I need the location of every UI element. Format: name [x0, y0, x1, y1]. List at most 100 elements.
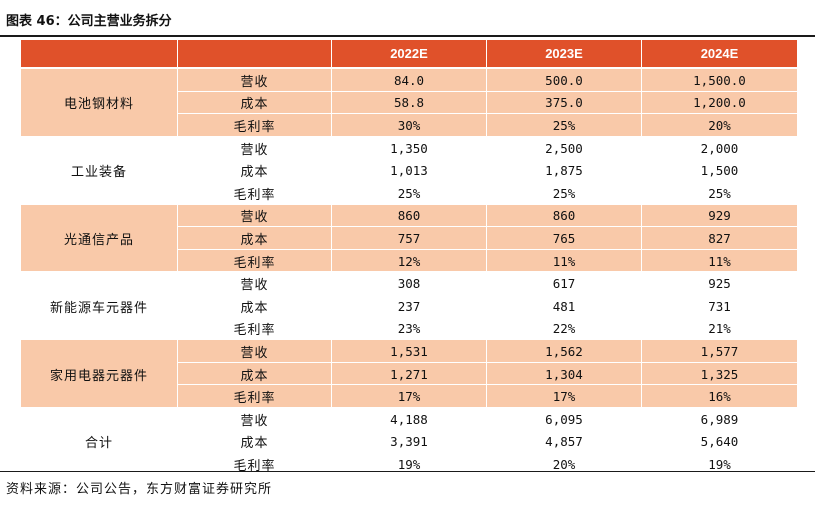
row-shade	[332, 385, 486, 407]
row-shade	[487, 204, 641, 227]
value-cell: 6,095	[545, 411, 583, 427]
row-label: 营收	[240, 74, 269, 90]
value-cell: 1,531	[390, 343, 428, 359]
row-shade	[332, 114, 486, 136]
value-cell: 6,989	[700, 411, 739, 427]
value-cell: 1,350	[390, 140, 428, 156]
group-shade	[21, 340, 177, 407]
value-cell: 4,188	[390, 411, 428, 427]
value-cell: 20%	[552, 456, 576, 472]
value-cell: 25%	[708, 185, 731, 201]
group-name: 工业装备	[70, 165, 127, 181]
value-cell: 757	[397, 230, 421, 246]
value-cell: 1,304	[545, 366, 583, 382]
row-shade	[642, 362, 797, 385]
row-shade	[178, 249, 331, 272]
value-cell: 2,500	[545, 140, 583, 156]
group-shade	[21, 204, 177, 272]
value-cell: 500.0	[545, 72, 583, 88]
value-cell: 1,325	[700, 366, 739, 382]
row-shade	[642, 340, 797, 362]
value-cell: 16%	[708, 389, 731, 405]
group-name: 合计	[84, 436, 113, 452]
row-label: 毛利率	[233, 391, 276, 407]
row-label: 成本	[240, 300, 269, 316]
row-shade	[487, 114, 641, 136]
value-cell: 23%	[397, 321, 421, 337]
value-cell: 925	[708, 276, 731, 292]
row-label: 成本	[240, 232, 269, 248]
value-cell: 617	[552, 276, 576, 292]
row-shade	[332, 204, 486, 227]
row-label: 成本	[240, 368, 269, 384]
row-shade	[178, 69, 331, 91]
row-label: 成本	[240, 165, 269, 181]
value-cell: 25%	[552, 117, 576, 133]
row-shade	[178, 91, 331, 114]
value-cell: 3,391	[390, 434, 428, 450]
row-shade	[487, 249, 641, 272]
value-cell: 1,013	[390, 163, 428, 179]
row-shade	[178, 204, 331, 227]
header-cell-2: 2024E	[642, 40, 797, 67]
row-shade	[332, 362, 486, 385]
header-cell-0: 2022E	[332, 40, 486, 67]
value-cell: 12%	[397, 253, 421, 269]
value-cell: 1,562	[545, 343, 583, 359]
row-shade	[332, 91, 486, 114]
row-shade	[332, 340, 486, 362]
value-cell: 860	[397, 208, 421, 224]
group-name: 光通信产品	[63, 232, 134, 248]
row-shade	[332, 69, 486, 91]
row-shade	[642, 204, 797, 227]
value-cell: 5,640	[700, 434, 739, 450]
row-shade	[487, 340, 641, 362]
value-cell: 1,500.0	[693, 72, 746, 88]
row-shade	[642, 249, 797, 272]
row-shade	[487, 385, 641, 407]
value-cell: 481	[552, 298, 576, 314]
value-cell: 25%	[397, 185, 421, 201]
value-cell: 860	[552, 208, 576, 224]
row-shade	[487, 69, 641, 91]
row-shade	[178, 385, 331, 407]
row-shade	[332, 227, 486, 249]
row-shade	[487, 227, 641, 249]
value-cell: 20%	[708, 117, 731, 133]
header-cell-blank	[178, 40, 331, 67]
value-cell: 58.8	[393, 95, 425, 111]
value-cell: 765	[552, 230, 576, 246]
value-cell: 1,577	[700, 343, 739, 359]
row-shade	[487, 362, 641, 385]
group-name: 新能源车元器件	[49, 300, 148, 316]
source-note: 资料来源：公司公告，东方财富证券研究所	[6, 482, 273, 497]
row-shade	[178, 362, 331, 385]
value-cell: 21%	[708, 321, 731, 337]
value-cell: 1,200.0	[693, 95, 746, 111]
value-cell: 827	[708, 230, 731, 246]
value-cell: 237	[397, 298, 421, 314]
value-cell: 19%	[708, 456, 731, 472]
value-cell: 731	[708, 298, 731, 314]
row-shade	[178, 340, 331, 362]
row-label: 毛利率	[233, 323, 276, 339]
value-cell: 22%	[552, 321, 576, 337]
row-label: 营收	[240, 413, 269, 429]
row-label: 毛利率	[233, 458, 276, 474]
value-cell: 19%	[397, 456, 421, 472]
value-cell: 11%	[552, 253, 576, 269]
value-cell: 17%	[397, 389, 421, 405]
value-cell: 2,000	[700, 140, 739, 156]
value-cell: 929	[708, 208, 731, 224]
row-shade	[642, 227, 797, 249]
value-cell: 11%	[708, 253, 731, 269]
value-cell: 17%	[552, 389, 576, 405]
top-rule	[0, 35, 815, 37]
row-label: 营收	[240, 210, 269, 226]
group-shade	[21, 69, 177, 136]
value-cell: 1,875	[545, 163, 583, 179]
row-label: 成本	[240, 97, 269, 113]
row-label: 营收	[240, 345, 269, 361]
row-shade	[642, 114, 797, 136]
value-cell: 25%	[552, 185, 576, 201]
